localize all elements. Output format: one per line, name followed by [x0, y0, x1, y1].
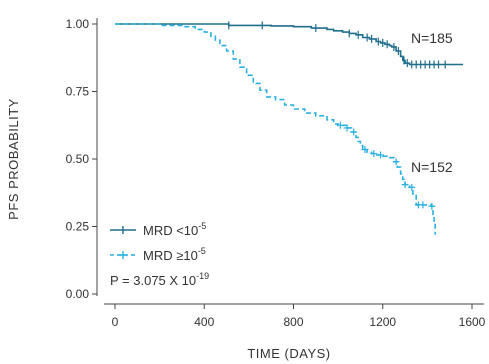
censor-mark — [401, 181, 409, 189]
legend-label-mrd-high: MRD ≥10-5 — [143, 246, 206, 263]
plot-area: 0.00 0.25 0.50 0.75 1.00 0 400 800 1200 1600 — [66, 17, 486, 329]
y-tick-label: 0.25 — [66, 220, 90, 234]
legend: MRD <10-5 MRD ≥10-5 P = 3.075 X 10-19 — [110, 221, 209, 288]
censor-mark — [361, 146, 369, 154]
x-tick-label: 400 — [194, 315, 214, 329]
legend-item-mrd-low: MRD <10-5 — [110, 221, 206, 238]
censor-mark — [392, 158, 400, 166]
y-tick-label: 1.00 — [66, 17, 90, 31]
y-tick-label: 0.50 — [66, 152, 90, 166]
legend-superscript-mrd-high: -5 — [198, 246, 206, 256]
series-line-mrd-low — [115, 23, 464, 66]
series-n-label-mrd-low: N=185 — [411, 30, 453, 46]
p-value-exponent: -19 — [196, 271, 209, 281]
x-tick-label: 1200 — [369, 315, 396, 329]
y-axis-title: PFS PROBABILITY — [6, 98, 21, 220]
x-axis-ticks: 0 400 800 1200 1600 — [112, 304, 486, 329]
x-tick-label: 1600 — [459, 315, 486, 329]
censor-mark — [408, 183, 416, 191]
legend-label-mrd-low: MRD <10-5 — [143, 221, 206, 238]
censor-mark — [419, 201, 427, 209]
y-tick-label: 0.75 — [66, 85, 90, 99]
censor-mark — [336, 121, 344, 129]
censor-mark — [370, 150, 378, 158]
y-tick-label: 0.00 — [66, 287, 90, 301]
x-axis-title: TIME (DAYS) — [247, 346, 330, 361]
y-axis-ticks: 0.00 0.25 0.50 0.75 1.00 — [66, 17, 97, 301]
censor-mark — [377, 151, 385, 159]
censor-mark — [343, 124, 351, 132]
x-tick-label: 0 — [112, 315, 119, 329]
censor-mark — [350, 128, 358, 136]
legend-superscript-mrd-low: -5 — [198, 221, 206, 231]
censor-mark — [428, 202, 436, 210]
series-layer — [115, 21, 464, 235]
series-line-mrd-high — [115, 23, 436, 235]
x-tick-label: 800 — [283, 315, 303, 329]
p-value-annotation: P = 3.075 X 10-19 — [110, 271, 209, 288]
legend-item-mrd-high: MRD ≥10-5 — [110, 246, 206, 263]
series-n-label-mrd-high: N=152 — [411, 159, 453, 175]
legend-censor-mark-mrd-high — [119, 251, 127, 259]
